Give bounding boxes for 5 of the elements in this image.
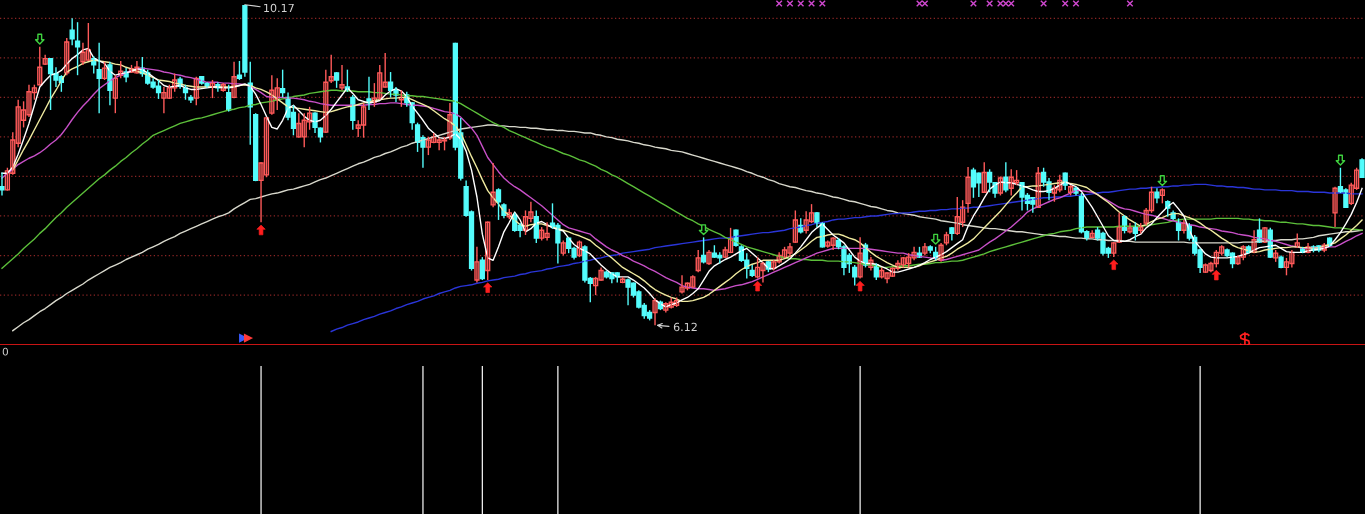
candlestick — [339, 64, 345, 91]
candlestick — [1127, 222, 1133, 235]
text: 0 — [2, 347, 8, 356]
annotation: 6.12 — [673, 322, 697, 332]
annotation: 10.17 — [264, 3, 294, 13]
